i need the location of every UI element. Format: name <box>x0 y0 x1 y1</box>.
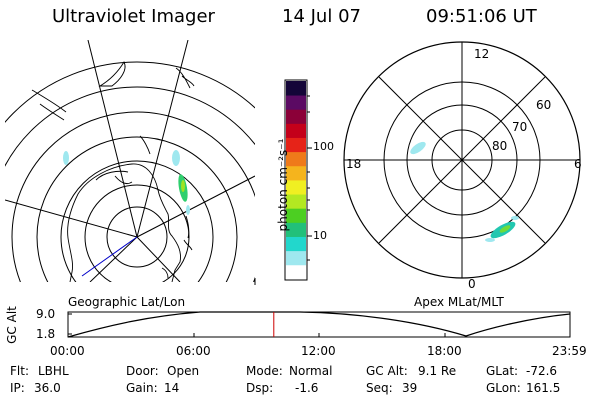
status-glat-label: GLat: <box>486 364 519 378</box>
colorbar-band <box>286 165 306 181</box>
status-door-value: Open <box>167 364 200 378</box>
colorbar-band <box>286 123 306 138</box>
status-ip-label: IP: <box>10 381 25 395</box>
status-mode-label: Mode: <box>246 364 283 378</box>
colorbar-ticks <box>307 95 312 261</box>
altitude-curve <box>67 311 571 338</box>
status-filter-label: Flt: <box>10 364 29 378</box>
status-dsp-label: Dsp: <box>246 381 274 395</box>
colorbar-tick-10: 10 <box>313 229 327 242</box>
mlt-label-top: 12 <box>474 47 490 61</box>
coastlines <box>31 61 195 282</box>
geographic-grid <box>5 40 255 282</box>
mlat-label-70: 70 <box>512 120 528 134</box>
geographic-map-label: Geographic Lat/Lon <box>68 295 186 309</box>
status-filter-value: LBHL <box>38 364 69 378</box>
geographic-map <box>5 40 255 282</box>
colorbar-band <box>286 194 306 209</box>
status-door-label: Door: <box>126 364 159 378</box>
colorbar-band <box>286 208 306 223</box>
colorbar-band <box>286 180 306 195</box>
colorbar-band <box>286 250 306 266</box>
status-gain-label: Gain: <box>126 381 158 395</box>
status-glat-value: -72.6 <box>526 364 558 378</box>
mlt-label-left: 18 <box>346 157 362 171</box>
colorbar-unit-label: photon cm⁻²s⁻¹ <box>276 138 290 232</box>
status-gain-value: 14 <box>164 381 180 395</box>
altitude-xtick-0000: 00:00 <box>50 344 85 358</box>
altitude-axis-ticks <box>68 313 446 337</box>
auroral-emission-right <box>410 141 519 242</box>
status-gcalt-label: GC Alt: <box>366 364 408 378</box>
altitude-xtick-0600: 06:00 <box>176 344 211 358</box>
colorbar-band <box>286 236 306 252</box>
colorbar <box>284 79 312 281</box>
altitude-xtick-1800: 18:00 <box>427 344 462 358</box>
colorbar-band <box>286 264 306 280</box>
altitude-ytick-low: 1.8 <box>36 327 56 341</box>
mlt-label-bottom: 0 <box>468 277 476 291</box>
magnetic-map <box>343 41 581 279</box>
mlat-label-60: 60 <box>536 98 552 112</box>
status-mode-value: Normal <box>289 364 333 378</box>
colorbar-tick-100: 100 <box>313 140 334 153</box>
altitude-ytick-high: 9.0 <box>36 307 56 321</box>
colorbar-band <box>286 81 306 96</box>
colorbar-band <box>286 222 306 237</box>
status-seq-value: 39 <box>402 381 418 395</box>
observation-date: 14 Jul 07 <box>282 6 361 27</box>
altitude-xtick-2359: 23:59 <box>552 344 587 358</box>
altitude-plot <box>67 311 571 338</box>
mlt-label-right: 6 <box>574 157 582 171</box>
mlat-label-80: 80 <box>492 139 508 153</box>
instrument-title: Ultraviolet Imager <box>52 6 215 27</box>
colorbar-band <box>286 95 306 110</box>
auroral-emission-left <box>63 150 190 215</box>
colorbar-band <box>286 137 306 153</box>
status-dsp-value: -1.6 <box>295 381 319 395</box>
altitude-xtick-1200: 12:00 <box>301 344 336 358</box>
altitude-ylabel: GC Alt <box>5 306 19 344</box>
status-gcalt-value: 9.1 Re <box>418 364 457 378</box>
status-glon-value: 161.5 <box>526 381 561 395</box>
colorbar-band <box>286 151 306 167</box>
magnetic-grid <box>343 41 581 279</box>
observation-time: 09:51:06 UT <box>426 6 537 27</box>
status-ip-value: 36.0 <box>34 381 61 395</box>
colorbar-frame <box>284 79 308 281</box>
status-seq-label: Seq: <box>366 381 393 395</box>
magnetic-map-label: Apex MLat/MLT <box>414 295 504 309</box>
colorbar-band <box>286 109 306 124</box>
satellite-track <box>81 236 138 277</box>
status-glon-label: GLon: <box>486 381 521 395</box>
